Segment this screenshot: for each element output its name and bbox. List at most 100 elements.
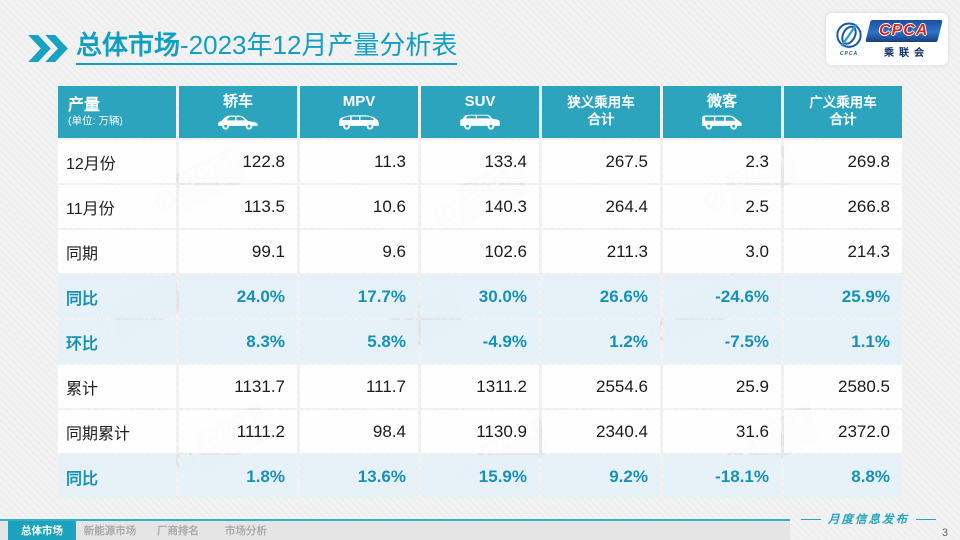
column-label: SUV	[464, 92, 496, 110]
cell-value: 8.8%	[784, 455, 902, 498]
footer-tab-3[interactable]: 厂商排名	[157, 525, 199, 537]
cell-value: 214.3	[784, 230, 902, 273]
table-row: 同期 99.1 9.6 102.6 211.3 3.0 214.3	[58, 230, 902, 273]
cell-value: 1.8%	[179, 455, 297, 498]
cell-value: 2.3	[663, 140, 781, 183]
suv-icon	[421, 112, 539, 131]
cell-value: 17.7%	[300, 275, 418, 318]
cell-value: 1111.2	[179, 410, 297, 453]
row-label: 同期累计	[58, 410, 176, 453]
caption-dash-right	[916, 518, 936, 520]
column-label: 广义乘用车	[809, 95, 877, 111]
page-number: 3	[941, 527, 948, 539]
footer-tab-4[interactable]: 市场分析	[225, 525, 267, 537]
cell-value: 2580.5	[784, 365, 902, 408]
mpv-icon	[300, 112, 418, 131]
cpca-chinese-name: 乘联会	[884, 47, 929, 59]
cell-value: 1.1%	[784, 320, 902, 363]
page-title: 总体市场-2023年12月产量分析表	[76, 29, 458, 66]
emblem-caption: CPCA	[839, 51, 859, 57]
corner-unit: (单位: 万辆)	[68, 115, 123, 128]
cell-value: 3.0	[663, 230, 781, 273]
row-label: 11月份	[58, 185, 176, 228]
row-label: 同比	[58, 455, 176, 498]
cell-value: 15.9%	[421, 455, 539, 498]
column-header-total-5: 广义乘用车 合计	[784, 86, 902, 138]
logo-wordmark: CPCA 乘联会	[865, 19, 943, 59]
cell-value: 25.9%	[784, 275, 902, 318]
title-rest-part: -2023年12月产量分析表	[180, 29, 458, 60]
cpca-logo: CPCA CPCA 乘联会	[826, 13, 948, 65]
cell-value: 1131.7	[179, 365, 297, 408]
table-row: 同比 24.0% 17.7% 30.0% 26.6% -24.6% 25.9%	[58, 275, 902, 318]
cell-value: 2340.4	[542, 410, 660, 453]
cell-value: 102.6	[421, 230, 539, 273]
cpca-emblem-icon: CPCA	[834, 21, 864, 57]
cell-value: 30.0%	[421, 275, 539, 318]
column-header-van: 微客	[663, 86, 781, 138]
column-header-sedan: 轿车	[179, 86, 297, 138]
column-label-line2: 合计	[587, 112, 615, 127]
production-table: 产量 (单位: 万辆) 轿车 MPV SUV 狭义乘用车 合计 微客 广义乘用车 合计…	[55, 84, 905, 500]
row-label: 同期	[58, 230, 176, 273]
table-row: 12月份 122.8 11.3 133.4 267.5 2.3 269.8	[58, 140, 902, 183]
footer-tab-1[interactable]: 总体市场	[8, 521, 76, 540]
caption-dash-left	[801, 518, 821, 520]
footer-tab-2[interactable]: 新能源市场	[83, 525, 137, 537]
cell-value: -7.5%	[663, 320, 781, 363]
column-label: MPV	[342, 92, 376, 110]
cell-value: 11.3	[300, 140, 418, 183]
cell-value: 211.3	[542, 230, 660, 273]
cell-value: 9.2%	[542, 455, 660, 498]
table-row: 环比 8.3% 5.8% -4.9% 1.2% -7.5% 1.1%	[58, 320, 902, 363]
cell-value: 2372.0	[784, 410, 902, 453]
cell-value: 98.4	[300, 410, 418, 453]
cell-value: 99.1	[179, 230, 297, 273]
cell-value: -4.9%	[421, 320, 539, 363]
column-label: 轿车	[222, 92, 253, 110]
cell-value: 269.8	[784, 140, 902, 183]
column-label: 微客	[706, 92, 737, 110]
cell-value: 133.4	[421, 140, 539, 183]
column-header-suv: SUV	[421, 86, 539, 138]
cell-value: -18.1%	[663, 455, 781, 498]
cell-value: 8.3%	[179, 320, 297, 363]
table-header-row: 产量 (单位: 万辆) 轿车 MPV SUV 狭义乘用车 合计 微客 广义乘用车 合计	[58, 86, 902, 138]
cell-value: 111.7	[300, 365, 418, 408]
table-row: 同期累计 1111.2 98.4 1130.9 2340.4 31.6 2372.0	[58, 410, 902, 453]
cell-value: 24.0%	[179, 275, 297, 318]
title-bar: 总体市场-2023年12月产量分析表	[28, 24, 820, 72]
release-caption-text: 月度信息发布	[828, 514, 909, 526]
column-label-line2: 合计	[829, 112, 857, 127]
double-chevron-icon	[28, 34, 68, 62]
cell-value: 5.8%	[300, 320, 418, 363]
cell-value: 1311.2	[421, 365, 539, 408]
row-label: 12月份	[58, 140, 176, 183]
cell-value: 26.6%	[542, 275, 660, 318]
cell-value: 9.6	[300, 230, 418, 273]
cpca-wordmark-text: CPCA	[879, 21, 929, 39]
cell-value: 1.2%	[542, 320, 660, 363]
table-row: 累计 1131.7 111.7 1311.2 2554.6 25.9 2580.5	[58, 365, 902, 408]
column-label: 狭义乘用车	[567, 95, 635, 111]
row-label: 累计	[58, 365, 176, 408]
cell-value: 25.9	[663, 365, 781, 408]
release-caption: 月度信息发布	[801, 511, 936, 527]
corner-header: 产量 (单位: 万辆)	[58, 86, 176, 138]
cell-value: 140.3	[421, 185, 539, 228]
column-header-total-3: 狭义乘用车 合计	[542, 86, 660, 138]
van-icon	[663, 112, 781, 131]
cpca-flag: CPCA	[865, 19, 943, 42]
table-row: 11月份 113.5 10.6 140.3 264.4 2.5 266.8	[58, 185, 902, 228]
row-label: 同比	[58, 275, 176, 318]
cell-value: 2554.6	[542, 365, 660, 408]
slide-tab-bar: 总体市场 新能源市场 厂商排名 市场分析	[0, 519, 790, 540]
cell-value: 267.5	[542, 140, 660, 183]
column-header-mpv: MPV	[300, 86, 418, 138]
cell-value: 113.5	[179, 185, 297, 228]
table-row: 同比 1.8% 13.6% 15.9% 9.2% -18.1% 8.8%	[58, 455, 902, 498]
corner-title: 产量	[68, 97, 101, 115]
cell-value: 2.5	[663, 185, 781, 228]
cell-value: 266.8	[784, 185, 902, 228]
